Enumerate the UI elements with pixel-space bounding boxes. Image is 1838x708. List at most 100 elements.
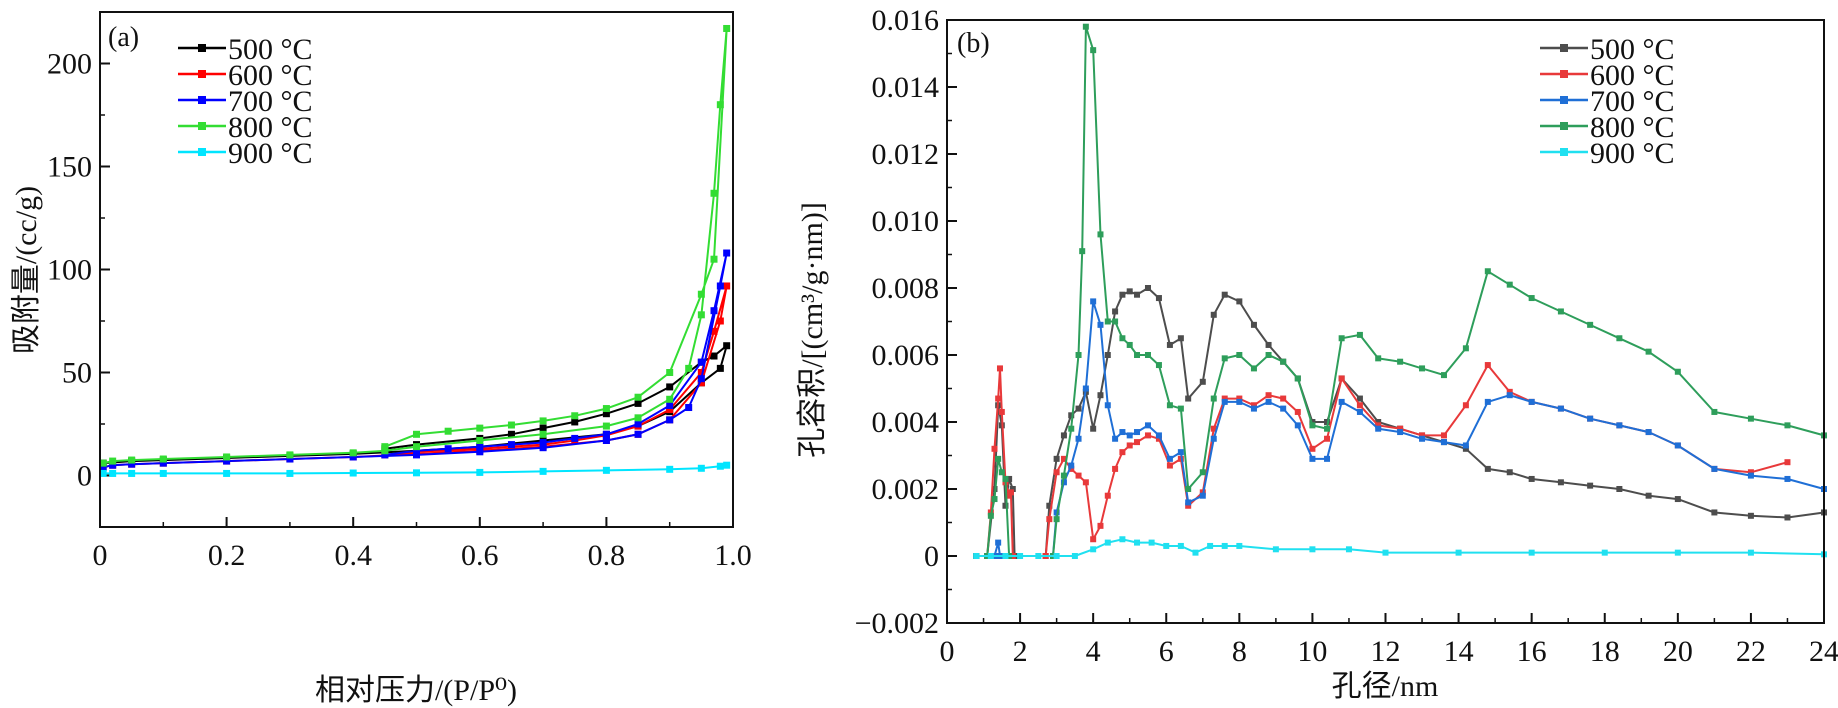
data-point (1002, 475, 1009, 482)
x-tick-label: 0.6 (461, 539, 499, 572)
data-point (723, 282, 731, 290)
data-point (1155, 432, 1162, 439)
data-point (1068, 462, 1075, 469)
data-point (1068, 465, 1075, 472)
data-point (998, 469, 1005, 476)
data-point (1155, 362, 1162, 369)
x-tick-label: 20 (1663, 635, 1693, 668)
data-point (1144, 352, 1151, 358)
data-point (1079, 248, 1086, 255)
data-point (602, 405, 610, 413)
data-point (1506, 469, 1513, 476)
data-point (1221, 542, 1228, 549)
data-point (1528, 398, 1535, 405)
x-tick-label: 14 (1444, 635, 1474, 668)
data-point (987, 512, 994, 519)
data-point (1784, 475, 1791, 482)
data-point (1053, 455, 1060, 462)
data-point (1265, 392, 1272, 399)
legend-label: 700 °C (1590, 85, 1675, 118)
data-point (1112, 308, 1119, 315)
data-point (1104, 402, 1111, 409)
data-point (1309, 546, 1316, 553)
data-point (1177, 542, 1184, 549)
legend-item: 800 °C (1540, 111, 1675, 144)
data-point (995, 539, 1002, 546)
legend-label: 900 °C (1590, 137, 1675, 170)
data-point (1134, 539, 1141, 546)
data-point (666, 406, 674, 414)
data-point (1309, 455, 1316, 462)
data-point (1397, 425, 1404, 432)
data-point (723, 342, 731, 350)
data-point (1484, 398, 1491, 405)
data-point (1177, 449, 1184, 456)
data-point (159, 455, 167, 463)
data-point (697, 375, 705, 383)
legend-marker (198, 122, 206, 130)
data-point (991, 496, 998, 503)
data-point (716, 101, 724, 109)
data-point (1046, 502, 1053, 509)
data-point (381, 443, 389, 451)
data-point (1506, 388, 1513, 395)
data-point (1126, 432, 1133, 439)
series-line (102, 285, 728, 469)
data-point (1265, 341, 1272, 348)
data-point (128, 456, 136, 464)
data-point (666, 383, 674, 391)
data-point (1046, 516, 1053, 523)
data-point (1006, 475, 1013, 482)
panel-b-pore-size-chart: 0 2 4 6 8 10 12 14 16 18 20 22 24−0.00200.0020.0040.… (796, 4, 1838, 703)
data-point (476, 468, 484, 476)
data-point (697, 464, 705, 472)
data-point (223, 453, 231, 461)
data-point (1674, 549, 1681, 556)
data-point (1674, 496, 1681, 503)
data-point (1236, 352, 1243, 358)
data-point (1082, 385, 1089, 392)
data-point (1060, 455, 1067, 462)
data-point (1185, 486, 1192, 492)
data-point (1119, 536, 1126, 543)
data-point (723, 24, 731, 32)
data-point (1007, 489, 1014, 496)
data-point (1462, 345, 1469, 352)
data-point (349, 449, 357, 457)
data-point (1747, 469, 1754, 476)
data-point (1199, 469, 1206, 476)
y-tick-label: 0.006 (872, 339, 940, 372)
data-point (634, 399, 642, 407)
data-point (1236, 298, 1243, 305)
data-point (996, 365, 1003, 372)
data-point (571, 412, 579, 420)
data-point (973, 553, 980, 559)
data-point (1075, 472, 1082, 479)
legend-label: 500 °C (1590, 33, 1675, 66)
data-point (159, 469, 167, 477)
data-point (1528, 295, 1535, 302)
data-point (444, 427, 452, 435)
data-point (1557, 405, 1564, 412)
data-point (1119, 429, 1126, 436)
data-point (1324, 425, 1331, 432)
data-point (710, 327, 718, 335)
y-tick-label: 0.014 (872, 71, 940, 104)
legend-item: 900 °C (1540, 137, 1675, 170)
data-point (1375, 355, 1382, 362)
data-point (1484, 362, 1491, 369)
data-point (571, 418, 579, 426)
data-point (685, 364, 693, 372)
data-point (697, 379, 705, 387)
data-point (539, 467, 547, 475)
data-point (1338, 398, 1345, 405)
legend-marker (1560, 70, 1568, 78)
data-point (697, 311, 705, 319)
data-point (634, 393, 642, 401)
data-point (1506, 392, 1513, 399)
data-point (1060, 472, 1067, 479)
y-tick-label: 0.016 (872, 4, 940, 37)
y-tick-label: −0.002 (855, 607, 939, 640)
data-point (697, 290, 705, 298)
